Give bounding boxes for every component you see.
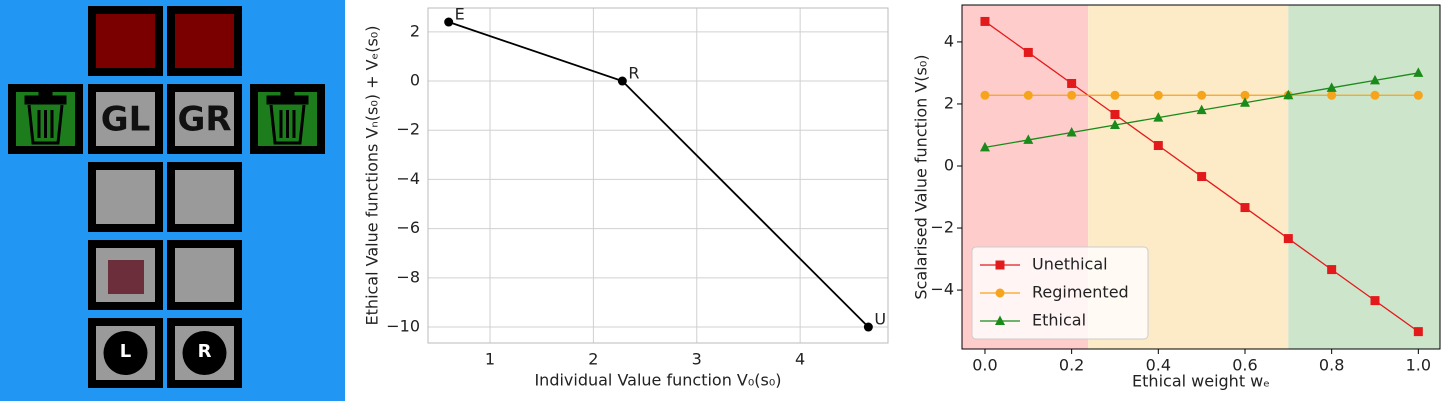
marker — [1110, 90, 1120, 100]
x-tick-label: 0.8 — [1319, 356, 1344, 375]
plot-frame — [961, 4, 1441, 350]
x-axis-label: Ethical weight wₑ — [1132, 372, 1270, 391]
x-tick-label: 2 — [588, 350, 598, 369]
cell-fill — [175, 14, 234, 68]
x-axis-label: Individual Value function V₀(s₀) — [534, 371, 781, 390]
x-tick-label: 1.0 — [1406, 356, 1431, 375]
marker — [1327, 265, 1337, 275]
marker — [1370, 296, 1380, 306]
marker — [1153, 141, 1163, 151]
marker — [1369, 74, 1380, 85]
x-tick-label: 0.2 — [1059, 356, 1084, 375]
marker — [1197, 90, 1207, 100]
marker — [1327, 90, 1337, 100]
y-tick-label: 0 — [944, 155, 954, 174]
chart: 1 2 3 4 2 0 −2 −4 −6 −8 −10 E R U Individual Value fun… — [363, 5, 889, 390]
x-tick-label: 0.4 — [1146, 356, 1171, 375]
marker — [979, 141, 990, 152]
y-axis-label: Ethical Value functions Vₙ(s₀) + Vₑ(s₀) — [363, 26, 382, 326]
x-tick-label: 1 — [485, 350, 495, 369]
agent — [103, 331, 148, 375]
marker — [1283, 234, 1293, 244]
y-axis-label: Scalarised Value function V(s₀) — [912, 54, 931, 299]
marker — [1283, 89, 1294, 100]
point-label: E — [455, 5, 465, 24]
marker — [1413, 327, 1423, 337]
point-label: R — [628, 64, 639, 83]
x-tick-label: 3 — [692, 350, 702, 369]
marker — [1110, 109, 1120, 119]
trash-icon — [266, 91, 309, 145]
legend-label: Ethical — [1032, 311, 1086, 330]
agent — [182, 331, 227, 375]
plot-area — [428, 8, 888, 343]
legend-box — [971, 246, 1149, 340]
marker — [1067, 78, 1077, 88]
marker — [980, 16, 990, 26]
y-tick-label: −4 — [930, 280, 954, 299]
y-tick-label: 0 — [410, 71, 420, 90]
marker — [1240, 203, 1250, 213]
marker — [1023, 47, 1033, 57]
point-label: U — [874, 310, 886, 329]
marker — [444, 17, 454, 27]
gridworld: GL GR L R — [0, 0, 345, 401]
legend-marker — [995, 288, 1005, 298]
marker — [1370, 90, 1380, 100]
marker — [1066, 126, 1077, 137]
legend-label: Unethical — [1032, 255, 1108, 274]
marker — [980, 90, 990, 100]
goal-label: GR — [177, 100, 231, 140]
marker — [1153, 90, 1163, 100]
agent-label: L — [120, 341, 131, 362]
cell-fill — [175, 92, 234, 146]
trash-icon — [24, 91, 67, 145]
legend-marker — [995, 260, 1005, 270]
cell-fill — [175, 248, 234, 302]
marker — [1326, 82, 1337, 92]
marker — [1023, 90, 1033, 100]
marker — [1240, 90, 1250, 100]
legend-label: Regimented — [1032, 283, 1129, 302]
marker — [1109, 119, 1120, 130]
y-tick-label: −8 — [396, 267, 420, 286]
marker — [1239, 97, 1250, 107]
marker — [1153, 112, 1164, 122]
plot-frame — [427, 7, 889, 344]
goal-label: GL — [101, 100, 151, 140]
y-tick-label: 4 — [944, 31, 954, 50]
marker — [1023, 134, 1034, 144]
y-tick-label: −6 — [396, 218, 420, 237]
marker — [617, 76, 627, 86]
legend: Unethical Regimented Ethical — [971, 246, 1149, 340]
y-tick-label: 2 — [410, 21, 420, 40]
marker — [1067, 90, 1077, 100]
y-tick-label: −2 — [930, 218, 954, 237]
y-tick-label: −10 — [386, 317, 420, 336]
chart: 0.0 0.2 0.4 0.6 0.8 1.0 −4 −2 0 2 4 Ethical weight … — [912, 4, 1441, 391]
legend-marker — [995, 315, 1005, 325]
y-tick-label: 2 — [944, 93, 954, 112]
cell-fill — [175, 170, 234, 224]
region — [1288, 5, 1440, 349]
item — [108, 260, 144, 294]
x-tick-label: 0.6 — [1232, 356, 1257, 375]
cell-fill — [96, 92, 155, 146]
y-tick-label: −4 — [396, 169, 420, 188]
marker — [863, 322, 873, 332]
x-tick-label: 0.0 — [972, 356, 997, 375]
marker — [1196, 104, 1207, 115]
agent-label: R — [198, 341, 212, 362]
marker — [1413, 90, 1423, 100]
y-tick-label: −2 — [396, 120, 420, 139]
x-tick-label: 4 — [795, 350, 805, 369]
cell-fill — [96, 14, 155, 68]
marker — [1413, 67, 1424, 77]
marker — [1197, 172, 1207, 182]
cell-fill — [96, 170, 155, 224]
